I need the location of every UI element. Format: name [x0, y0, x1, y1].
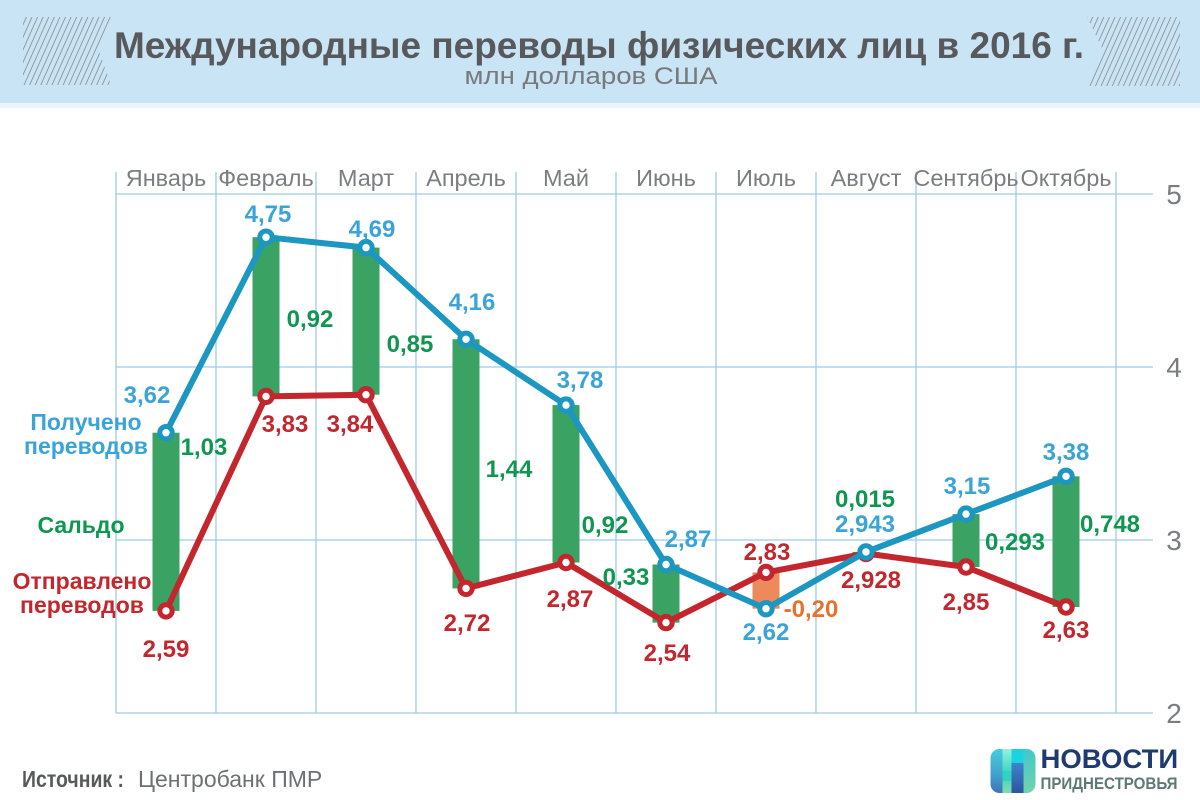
svg-text:1,44: 1,44: [486, 456, 533, 483]
svg-text:2,83: 2,83: [744, 539, 791, 566]
svg-text:Центробанк ПМР: Центробанк ПМР: [138, 766, 322, 792]
svg-text:переводов: переводов: [24, 433, 148, 459]
svg-text:Январь: Январь: [126, 165, 207, 191]
svg-text:Август: Август: [831, 165, 902, 191]
svg-text:2,928: 2,928: [841, 567, 901, 594]
svg-text:2,62: 2,62: [743, 619, 790, 646]
svg-text:0,85: 0,85: [387, 331, 434, 358]
svg-text:Октябрь: Октябрь: [1020, 165, 1111, 191]
svg-text:Февраль: Февраль: [218, 165, 314, 191]
svg-text:0,015: 0,015: [835, 486, 895, 513]
svg-text:Май: Май: [543, 165, 589, 191]
svg-text:0,92: 0,92: [287, 306, 334, 333]
svg-text:-0,20: -0,20: [784, 596, 839, 623]
svg-text:3,15: 3,15: [944, 473, 991, 500]
svg-text:2,943: 2,943: [835, 511, 895, 538]
svg-text:2,72: 2,72: [444, 610, 491, 637]
svg-text:переводов: переводов: [20, 592, 144, 618]
svg-text:3: 3: [1166, 525, 1182, 556]
svg-text:Сентябрь: Сентябрь: [913, 165, 1018, 191]
svg-text:2,63: 2,63: [1043, 617, 1090, 644]
svg-text:ПРИДНЕСТРОВЬЯ: ПРИДНЕСТРОВЬЯ: [1041, 774, 1178, 793]
svg-text:0,92: 0,92: [582, 512, 629, 539]
svg-text:2,87: 2,87: [547, 586, 594, 613]
svg-text:5: 5: [1166, 179, 1182, 210]
svg-text:Июнь: Июнь: [636, 165, 696, 191]
svg-text:Международные переводы физичес: Международные переводы физических лиц в …: [114, 25, 1084, 66]
svg-text:4: 4: [1166, 352, 1182, 383]
svg-text:НОВОСТИ: НОВОСТИ: [1041, 744, 1179, 774]
svg-text:2,85: 2,85: [943, 589, 990, 616]
svg-text:3,78: 3,78: [557, 367, 604, 394]
svg-text:Отправлено: Отправлено: [13, 568, 152, 594]
svg-text:4,75: 4,75: [245, 201, 292, 228]
svg-text:3,83: 3,83: [262, 411, 309, 438]
svg-text:Июль: Июль: [736, 165, 796, 191]
svg-text:3,62: 3,62: [124, 382, 171, 409]
svg-text:Получено: Получено: [30, 409, 141, 435]
svg-text:4,69: 4,69: [349, 216, 396, 243]
svg-text:3,38: 3,38: [1043, 439, 1090, 466]
svg-text:3,84: 3,84: [327, 411, 374, 438]
svg-text:2: 2: [1166, 698, 1182, 729]
svg-text:2,59: 2,59: [143, 636, 190, 663]
svg-text:0,293: 0,293: [985, 529, 1045, 556]
svg-text:0,33: 0,33: [603, 564, 650, 591]
svg-text:4,16: 4,16: [449, 289, 496, 316]
svg-text:Источник :: Источник :: [22, 766, 124, 792]
svg-text:Апрель: Апрель: [426, 165, 506, 191]
svg-text:0,748: 0,748: [1080, 511, 1140, 538]
svg-text:1,03: 1,03: [181, 434, 228, 461]
svg-text:Март: Март: [338, 165, 394, 191]
svg-text:Сальдо: Сальдо: [37, 512, 124, 538]
svg-text:2,87: 2,87: [665, 526, 712, 553]
svg-text:2,54: 2,54: [644, 640, 691, 667]
svg-text:млн долларов США: млн долларов США: [465, 63, 718, 90]
